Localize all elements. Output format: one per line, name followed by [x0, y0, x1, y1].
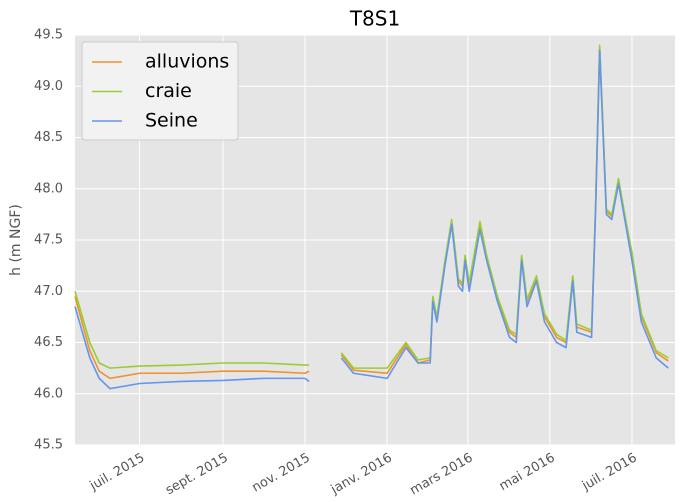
legend-label: alluvions — [145, 51, 229, 73]
x-tick-label: mars 2016 — [407, 451, 475, 499]
legend-box — [81, 41, 239, 141]
y-tick-label: 48.0 — [34, 181, 63, 196]
y-tick-label: 47.5 — [34, 233, 63, 248]
y-tick-label: 46.5 — [34, 335, 63, 350]
x-tick-label: mai 2016 — [497, 451, 558, 495]
legend-label: craie — [145, 80, 192, 102]
y-tick-label: 48.5 — [34, 130, 63, 145]
y-tick-label: 49.0 — [34, 79, 63, 94]
legend-label: Seine — [145, 110, 198, 132]
x-tick-label: juil. 2015 — [87, 451, 148, 495]
y-axis-label: h (m NGF) — [8, 204, 24, 276]
x-tick-label: nov. 2015 — [250, 451, 313, 496]
y-tick-label: 46.0 — [34, 386, 63, 401]
y-tick-label: 47.0 — [34, 284, 63, 299]
x-tick-label: janv. 2016 — [328, 451, 395, 498]
x-tick-label: sept. 2015 — [163, 451, 231, 499]
y-tick-label: 45.5 — [34, 438, 63, 453]
series-line — [74, 49, 669, 390]
chart-title: T8S1 — [349, 7, 400, 31]
y-tick-label: 49.5 — [34, 28, 63, 43]
x-tick-label: juil. 2016 — [579, 451, 640, 495]
